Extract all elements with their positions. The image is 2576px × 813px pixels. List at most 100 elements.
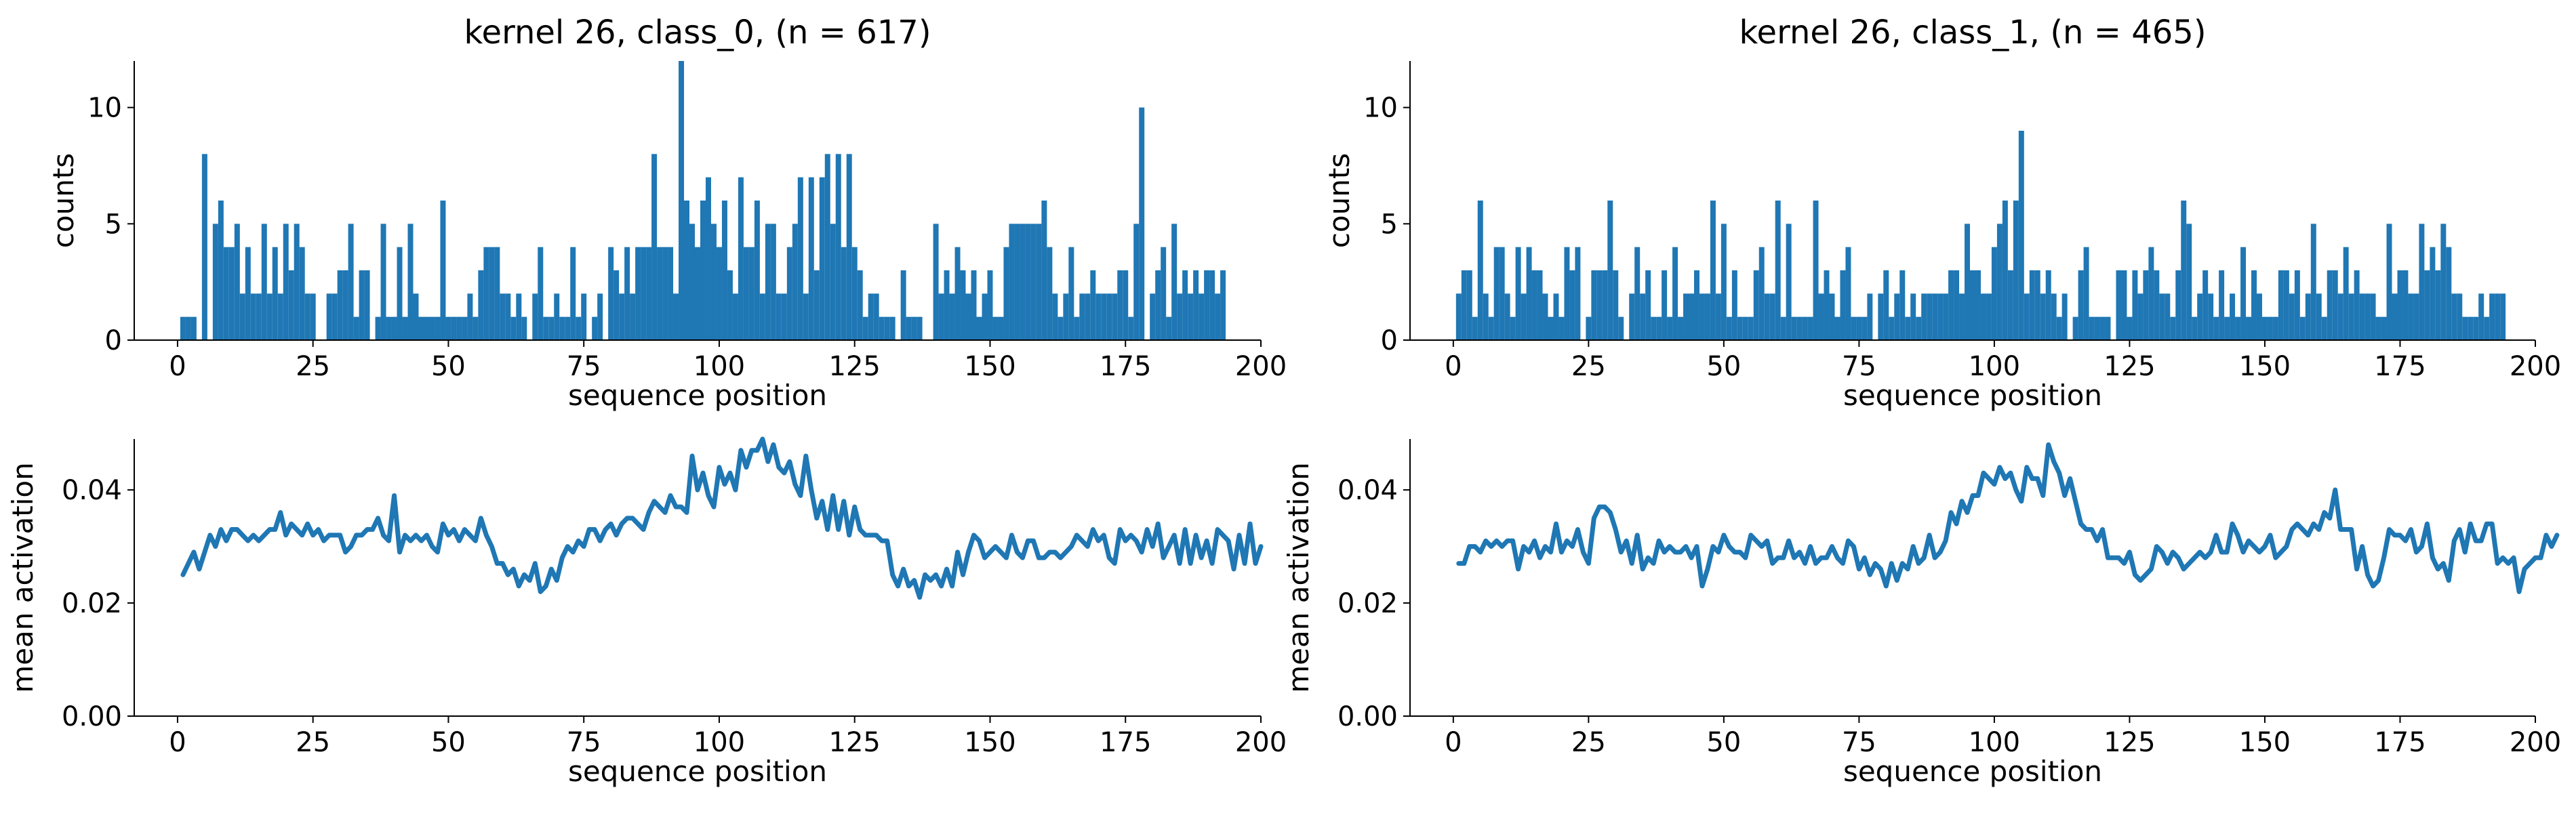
bar	[824, 154, 830, 340]
bar	[1036, 224, 1042, 340]
y-tick-label: 5	[1381, 209, 1398, 240]
bar	[451, 316, 457, 340]
bar	[2154, 270, 2160, 340]
x-tick-label: 200	[1235, 351, 1287, 382]
bar	[1215, 293, 1221, 340]
bar	[2083, 247, 2089, 340]
bar	[2310, 224, 2316, 340]
bar	[576, 316, 582, 340]
bar	[630, 293, 636, 340]
bar	[2181, 201, 2187, 340]
bar	[2056, 316, 2062, 340]
bar	[2337, 293, 2343, 340]
bar	[2235, 316, 2241, 340]
x-tick-label: 75	[1842, 727, 1876, 758]
bar	[2192, 316, 2198, 340]
bar	[294, 224, 300, 340]
bar	[651, 154, 658, 340]
bar	[250, 293, 256, 340]
y-axis-label: mean activation	[6, 462, 39, 692]
bar	[1813, 201, 1819, 340]
bar	[971, 270, 977, 340]
bar	[2170, 316, 2176, 340]
x-tick-label: 125	[2104, 351, 2155, 382]
bar	[277, 293, 283, 340]
bar	[1954, 270, 1960, 340]
bar	[1629, 293, 1635, 340]
bar	[218, 201, 224, 340]
series-line	[180, 436, 1264, 600]
series-line	[1456, 442, 2560, 594]
chart-top-right: 0 25 50 75 100 125 150 175 200 0 5 10 sequence posit…	[1323, 14, 2561, 412]
bar	[1742, 316, 1748, 340]
bar	[1818, 293, 1824, 340]
bar	[456, 316, 462, 340]
bar	[917, 316, 923, 340]
bar	[592, 316, 598, 340]
bar	[261, 224, 267, 340]
bar	[310, 293, 316, 340]
bar	[1834, 316, 1840, 340]
bar	[1829, 293, 1835, 340]
bar	[223, 247, 229, 340]
bar	[721, 201, 727, 340]
x-tick-label: 0	[1445, 351, 1462, 382]
bar	[570, 247, 576, 340]
y-axis-label: counts	[47, 153, 80, 248]
y-tick-label: 0	[1381, 325, 1398, 356]
bar	[510, 316, 517, 340]
bar	[884, 316, 890, 340]
x-axis-label: sequence position	[1843, 755, 2102, 788]
bar	[1483, 293, 1489, 340]
bar	[1699, 293, 1705, 340]
x-tick-label: 150	[2239, 351, 2291, 382]
bar	[2408, 293, 2414, 340]
bar	[299, 247, 305, 340]
bar	[641, 247, 647, 340]
bar	[1731, 270, 1737, 340]
bar	[2061, 293, 2068, 340]
bar	[402, 316, 408, 340]
bar	[906, 316, 912, 340]
x-tick-label: 50	[431, 351, 466, 382]
bar	[2051, 293, 2057, 340]
bar	[754, 201, 760, 340]
bar	[2484, 316, 2490, 340]
bar	[1683, 293, 1689, 340]
bar	[851, 247, 858, 340]
bar	[684, 201, 690, 340]
bar	[2197, 293, 2203, 340]
bar	[1613, 270, 1619, 340]
bar	[1651, 316, 1657, 340]
bar	[1672, 247, 1678, 340]
bar	[2246, 316, 2252, 340]
bar	[1878, 293, 1884, 340]
bar	[185, 316, 191, 340]
bar	[1542, 293, 1548, 340]
x-tick-label: 0	[1445, 727, 1462, 758]
bar	[516, 293, 522, 340]
bar	[1128, 316, 1134, 340]
bar	[478, 270, 484, 340]
x-axis-label: sequence position	[568, 379, 827, 412]
bar	[868, 293, 874, 340]
bar	[2078, 270, 2084, 340]
bar	[1085, 293, 1091, 340]
bar	[2143, 270, 2149, 340]
bar	[1188, 293, 1194, 340]
bar	[337, 270, 343, 340]
bar	[1041, 201, 1047, 340]
bar	[342, 270, 348, 340]
bar	[2348, 293, 2354, 340]
bar	[695, 247, 700, 340]
x-tick-label: 0	[169, 727, 186, 758]
bar	[776, 293, 782, 340]
x-tick-label: 75	[567, 727, 601, 758]
bar	[954, 247, 961, 340]
x-axis-label: sequence position	[1843, 379, 2102, 412]
bar	[1845, 247, 1851, 340]
x-tick-label: 175	[1100, 727, 1151, 758]
x-tick-label: 100	[693, 351, 745, 382]
y-axis-label: mean activation	[1282, 462, 1315, 692]
